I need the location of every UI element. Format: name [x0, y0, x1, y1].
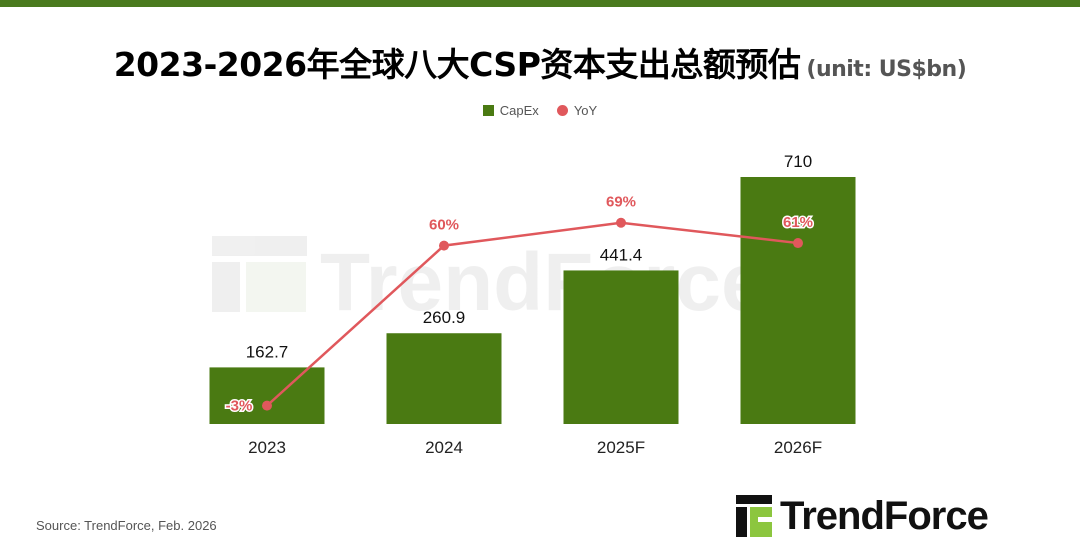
legend-swatch-bar — [482, 105, 494, 116]
watermark-text: TrendForce — [320, 237, 767, 328]
yoy-point — [616, 217, 626, 228]
title-text: 2023-2026年全球八大CSP资本支出总额预估 — [113, 45, 801, 84]
bar-value-label: 710 — [784, 152, 812, 171]
logo-mark-icon — [736, 494, 772, 537]
chart-title: 2023-2026年全球八大CSP资本支出总额预估 (unit: US$bn) — [0, 38, 1080, 86]
source-note: Source: TrendForce, Feb. 2026 — [36, 518, 217, 533]
bar-capex — [563, 270, 679, 424]
bar-value-label: 441.4 — [600, 245, 643, 264]
legend-item-capex: CapEx — [482, 103, 539, 118]
yoy-point — [793, 238, 803, 249]
yoy-point — [262, 400, 272, 411]
yoy-point — [439, 240, 449, 251]
legend-swatch-dot — [556, 105, 568, 116]
x-tick-label: 2026F — [774, 438, 822, 457]
x-tick-label: 2024 — [425, 438, 463, 457]
yoy-value-label: 60% — [429, 217, 459, 234]
bar-value-label: 260.9 — [423, 308, 466, 327]
bar-capex — [209, 367, 325, 424]
legend: CapEx YoY — [0, 103, 1080, 118]
unit-label: (unit: US$bn) — [806, 57, 967, 82]
top-accent-bar — [0, 0, 1080, 7]
legend-item-yoy: YoY — [556, 103, 598, 118]
legend-label: CapEx — [499, 103, 539, 118]
x-tick-label: 2025F — [597, 438, 645, 457]
x-tick-label: 2023 — [248, 438, 286, 457]
yoy-value-label: 69% — [606, 194, 636, 211]
logo-text: TrendForce — [780, 494, 989, 538]
bar-capex — [386, 333, 502, 424]
watermark: TrendForce — [212, 236, 767, 328]
bar-capex — [740, 177, 856, 424]
legend-label: YoY — [573, 103, 598, 118]
yoy-value-label: 61% — [783, 214, 813, 231]
yoy-line — [266, 221, 799, 407]
trendforce-logo: TrendForce — [736, 494, 989, 539]
yoy-value-label: -3% — [226, 398, 253, 415]
bar-value-label: 162.7 — [246, 342, 289, 361]
